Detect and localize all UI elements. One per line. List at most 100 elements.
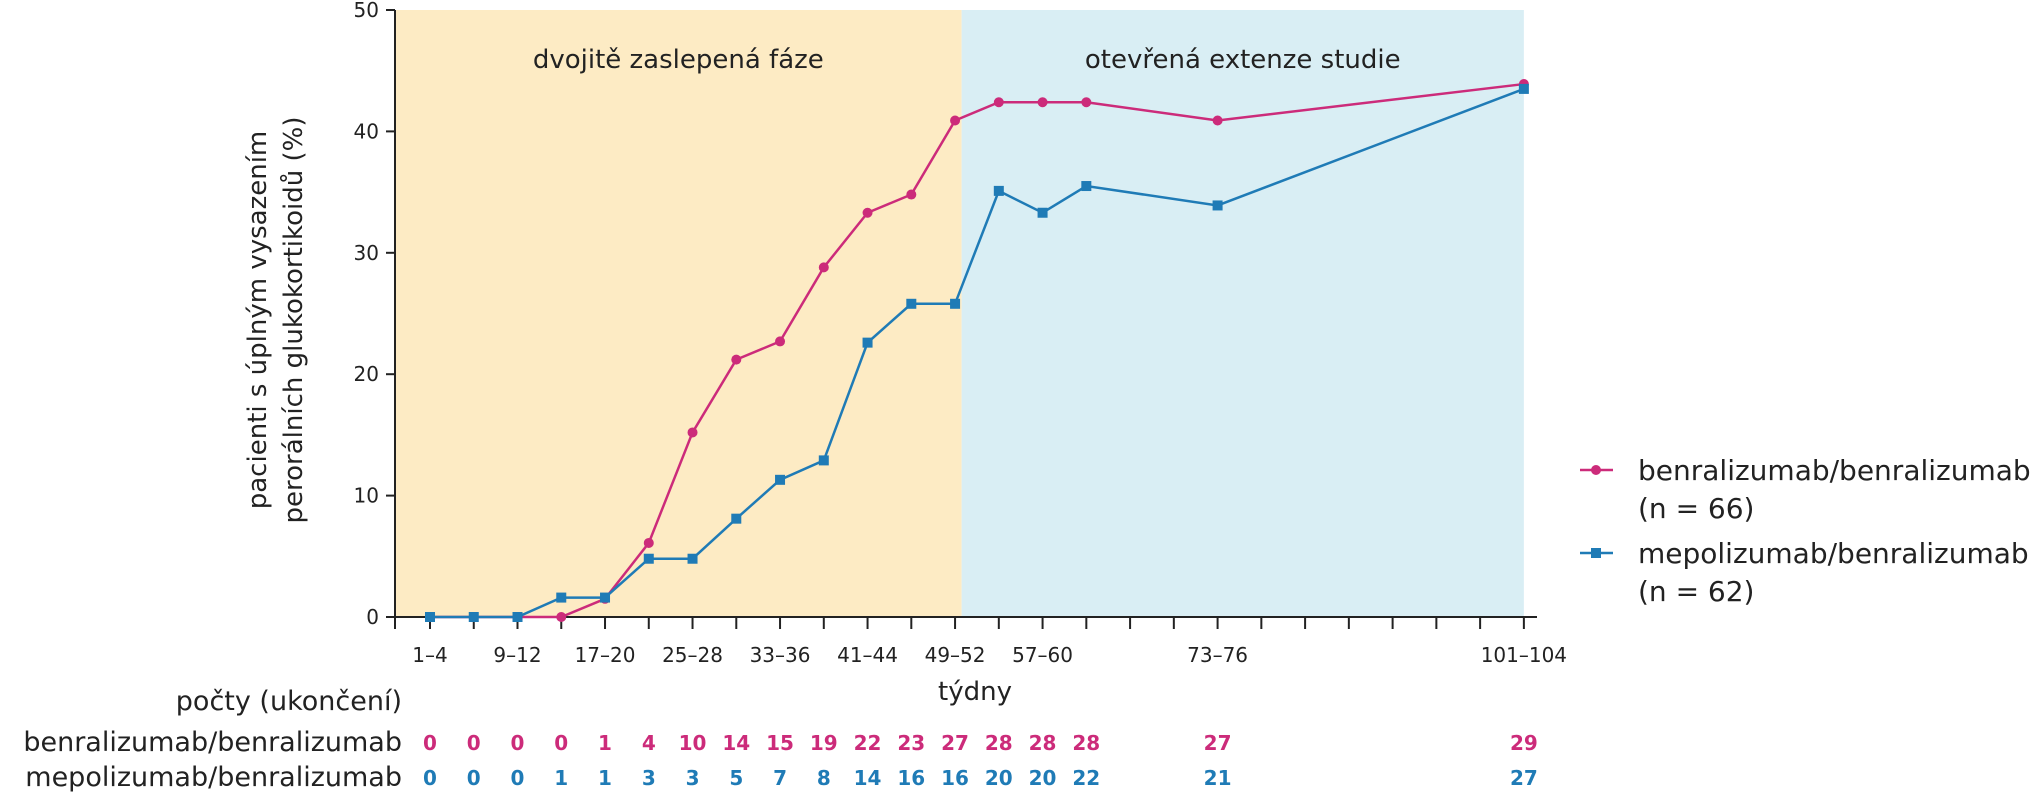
- y-tick-label: 0: [366, 605, 379, 629]
- count-value: 28: [1029, 731, 1057, 755]
- y-axis-label-line: pacienti s úplným vysazením: [243, 131, 273, 510]
- data-point: [731, 513, 742, 524]
- data-point: [687, 553, 698, 564]
- counts-row-label: benralizumab/benralizumab: [23, 727, 402, 758]
- data-point: [862, 337, 873, 348]
- phase-region-0: [395, 10, 962, 617]
- series-line: [430, 87, 1525, 619]
- data-point: [556, 612, 567, 622]
- data-point: [425, 612, 436, 622]
- axes: 0 10 20 30 40 50 1–4 9–12 17–20 25–28 33–36 41–44 49…: [243, 0, 1567, 707]
- legend-n-label: (n = 66): [1638, 492, 1754, 525]
- series-line: [430, 82, 1525, 619]
- count-value: 27: [1510, 766, 1538, 790]
- y-axis-label: pacienti s úplným vysazením perorálních g…: [243, 117, 309, 524]
- counts-title: počty (ukončení): [176, 686, 402, 717]
- legend-label: benralizumab/benralizumab: [1638, 454, 2031, 487]
- x-tick-label: 17–20: [575, 643, 636, 667]
- data-point: [1037, 97, 1048, 108]
- count-value: 29: [1510, 731, 1538, 755]
- count-value: 4: [642, 731, 656, 755]
- count-value: 0: [423, 731, 437, 755]
- count-value: 1: [598, 766, 612, 790]
- phase-region-1: [961, 10, 1524, 617]
- x-tick-label: 33–36: [750, 643, 811, 667]
- count-value: 1: [554, 766, 568, 790]
- data-point: [950, 298, 961, 309]
- data-point: [600, 592, 611, 603]
- data-point: [1081, 181, 1092, 192]
- y-tick-label: 50: [354, 0, 379, 22]
- y-tick-label: 30: [354, 241, 379, 265]
- count-value: 20: [985, 766, 1013, 790]
- y-axis-label-line: perorálních glukokortikoidů (%): [279, 117, 309, 524]
- count-value: 0: [554, 731, 568, 755]
- count-value: 7: [773, 766, 787, 790]
- legend: benralizumab/benralizumab (n = 66) mepoliz…: [1580, 454, 2031, 608]
- counts-table: počty (ukončení) benralizumab/benralizuma…: [23, 686, 1537, 793]
- count-value: 14: [722, 731, 750, 755]
- data-point: [906, 189, 917, 200]
- count-value: 28: [985, 731, 1013, 755]
- series: [425, 79, 1529, 622]
- legend-label: mepolizumab/benralizumab: [1638, 537, 2029, 570]
- legend-marker: [1591, 465, 1601, 475]
- count-value: 3: [686, 766, 700, 790]
- x-tick-label: 49–52: [925, 643, 986, 667]
- count-value: 27: [941, 731, 969, 755]
- count-value: 10: [679, 731, 707, 755]
- data-point: [950, 115, 961, 126]
- phase-label-1: otevřená extenze studie: [1085, 45, 1401, 75]
- data-point: [1081, 97, 1092, 108]
- count-value: 1: [598, 731, 612, 755]
- data-point: [906, 298, 917, 309]
- legend-marker: [1591, 548, 1601, 558]
- count-value: 28: [1072, 731, 1100, 755]
- count-value: 27: [1204, 731, 1232, 755]
- count-value: 14: [854, 766, 882, 790]
- count-value: 3: [642, 766, 656, 790]
- count-value: 22: [1072, 766, 1100, 790]
- count-value: 0: [423, 766, 437, 790]
- data-point: [1212, 200, 1223, 211]
- series-1: [425, 83, 1529, 622]
- data-point: [775, 474, 786, 485]
- y-tick-label: 40: [354, 119, 379, 143]
- count-value: 0: [467, 731, 481, 755]
- count-value: 19: [810, 731, 838, 755]
- x-tick-label: 101–104: [1481, 643, 1567, 667]
- count-value: 20: [1029, 766, 1057, 790]
- data-point: [862, 207, 873, 218]
- data-point: [1037, 207, 1048, 218]
- count-value: 16: [897, 766, 925, 790]
- data-point: [993, 97, 1004, 108]
- x-tick-label: 73–76: [1187, 643, 1248, 667]
- data-point: [775, 336, 786, 347]
- x-tick-label: 57–60: [1012, 643, 1073, 667]
- phase-backgrounds: dvojitě zaslepená fáze otevřená extenze s…: [395, 10, 1524, 617]
- y-tick-label: 10: [354, 484, 379, 508]
- data-point: [731, 354, 742, 365]
- data-point: [468, 612, 479, 622]
- count-value: 0: [467, 766, 481, 790]
- count-value: 23: [897, 731, 925, 755]
- data-point: [818, 455, 829, 466]
- data-point: [643, 537, 654, 548]
- count-value: 15: [766, 731, 794, 755]
- count-value: 5: [729, 766, 743, 790]
- data-point: [1212, 115, 1223, 126]
- y-tick-label: 20: [354, 362, 379, 386]
- x-tick-label: 1–4: [412, 643, 447, 667]
- counts-row-label: mepolizumab/benralizumab: [25, 762, 402, 793]
- count-value: 8: [817, 766, 831, 790]
- x-axis-label: týdny: [938, 677, 1012, 707]
- data-point: [556, 592, 567, 603]
- count-value: 0: [511, 731, 525, 755]
- legend-n-label: (n = 62): [1638, 575, 1754, 608]
- count-value: 0: [511, 766, 525, 790]
- data-point: [993, 185, 1004, 196]
- x-tick-label: 9–12: [493, 643, 541, 667]
- count-value: 21: [1204, 766, 1232, 790]
- x-tick-label: 25–28: [662, 643, 723, 667]
